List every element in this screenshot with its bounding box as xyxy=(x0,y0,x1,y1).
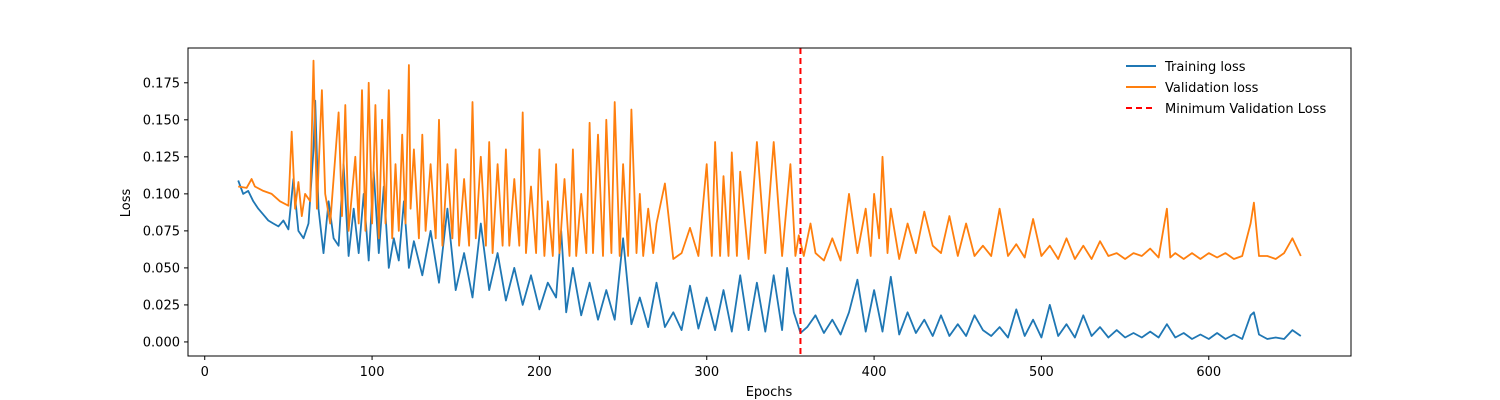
x-tick-label: 500 xyxy=(1029,365,1054,380)
y-tick-label: 0.025 xyxy=(143,298,180,313)
y-tick-label: 0.050 xyxy=(143,261,180,276)
plot-area xyxy=(237,48,1302,356)
x-tick-label: 400 xyxy=(862,365,887,380)
y-axis: 0.000 0.025 0.050 0.075 0.100 0.125 0.150 0.175 xyxy=(143,76,188,350)
y-tick-label: 0.150 xyxy=(143,113,180,128)
x-axis: 0 100 200 300 400 500 600 xyxy=(201,356,1221,380)
y-tick-label: 0.000 xyxy=(143,335,180,350)
legend-label: Validation loss xyxy=(1165,81,1259,96)
x-tick-label: 300 xyxy=(694,365,719,380)
plot-frame xyxy=(187,47,1352,357)
y-tick-label: 0.100 xyxy=(143,187,180,202)
series-line-validation-loss xyxy=(238,59,1302,262)
x-tick-label: 200 xyxy=(527,365,552,380)
y-tick-label: 0.175 xyxy=(143,76,180,91)
x-axis-label: Epochs xyxy=(746,385,793,400)
y-tick-label: 0.075 xyxy=(143,224,180,239)
legend: Training loss Validation loss Minimum Vali… xyxy=(1126,60,1326,117)
legend-label: Training loss xyxy=(1164,60,1246,75)
series-line-training-loss xyxy=(237,99,1302,340)
y-tick-label: 0.125 xyxy=(143,150,180,165)
x-tick-label: 600 xyxy=(1196,365,1221,380)
x-tick-label: 100 xyxy=(360,365,385,380)
legend-label: Minimum Validation Loss xyxy=(1165,102,1326,117)
x-tick-label: 0 xyxy=(201,365,209,380)
y-axis-label: Loss xyxy=(119,189,134,218)
